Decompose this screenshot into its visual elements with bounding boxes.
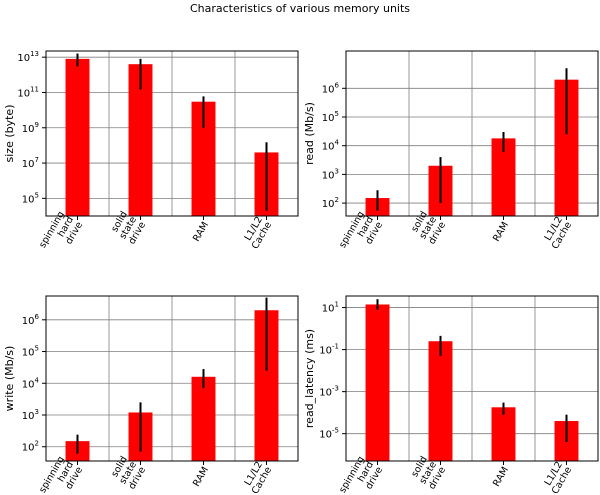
axes-frame bbox=[345, 50, 599, 217]
x-tick-label: L1/L2Cache bbox=[541, 460, 574, 495]
bar bbox=[365, 304, 390, 461]
figure-title: Characteristics of various memory units bbox=[190, 2, 410, 15]
y-tick-label: 105 bbox=[322, 110, 339, 124]
x-tick-label: solidstatedrive bbox=[108, 454, 148, 491]
y-axis-label: write (Mb/s) bbox=[3, 346, 16, 412]
y-tick-label: 103 bbox=[322, 167, 339, 181]
y-tick-label: 10-3 bbox=[319, 385, 339, 399]
bar bbox=[128, 64, 153, 216]
axes-frame bbox=[45, 295, 299, 462]
y-tick-label: 105 bbox=[22, 191, 39, 205]
y-tick-label: 101 bbox=[322, 301, 339, 315]
x-tick-label: L1/L2Cache bbox=[241, 460, 274, 495]
bar bbox=[491, 407, 516, 461]
x-tick-label: RAM bbox=[191, 220, 211, 244]
bar bbox=[554, 79, 579, 216]
y-tick-label: 103 bbox=[22, 408, 39, 422]
x-tick-label: RAM bbox=[191, 465, 211, 489]
y-axis-label: size (byte) bbox=[3, 105, 16, 163]
bar bbox=[491, 138, 516, 216]
bar bbox=[65, 58, 90, 217]
y-tick-label: 10-1 bbox=[319, 343, 339, 357]
y-axis-label: read_latency (ms) bbox=[303, 329, 316, 428]
x-tick-label: L1/L2Cache bbox=[541, 215, 574, 251]
x-tick-label: RAM bbox=[491, 220, 511, 244]
y-axis-label: read (Mb/s) bbox=[303, 102, 316, 165]
bar bbox=[254, 310, 279, 461]
y-tick-label: 105 bbox=[22, 345, 39, 359]
y-tick-label: 102 bbox=[22, 440, 39, 454]
x-tick-label: RAM bbox=[491, 465, 511, 489]
y-tick-label: 109 bbox=[22, 121, 39, 135]
y-tick-label: 106 bbox=[22, 313, 40, 327]
x-tick-label: L1/L2Cache bbox=[241, 215, 274, 251]
y-tick-label: 104 bbox=[22, 376, 40, 390]
y-tick-label: 10-5 bbox=[319, 427, 339, 441]
axes-frame bbox=[345, 295, 599, 462]
bar bbox=[191, 101, 216, 216]
y-tick-label: 106 bbox=[322, 81, 340, 95]
y-tick-label: 1013 bbox=[17, 50, 39, 64]
axes-frame bbox=[45, 50, 299, 217]
y-tick-label: 107 bbox=[22, 156, 39, 170]
bar bbox=[428, 341, 453, 461]
y-tick-label: 102 bbox=[322, 196, 339, 210]
y-tick-label: 104 bbox=[322, 139, 340, 153]
bar bbox=[191, 376, 216, 461]
y-tick-label: 1011 bbox=[17, 85, 39, 99]
